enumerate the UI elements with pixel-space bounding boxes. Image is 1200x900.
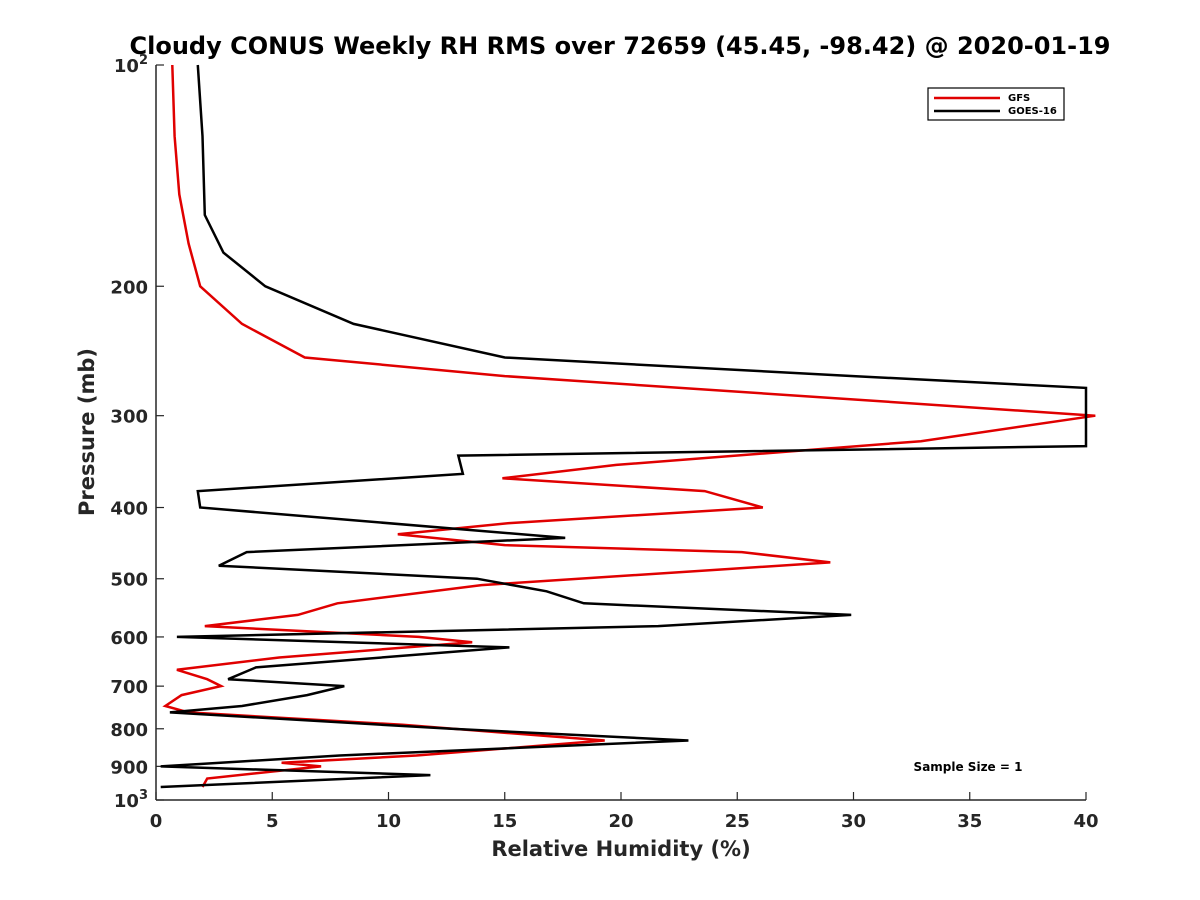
x-tick-label: 25	[725, 811, 750, 832]
y-axis-label: Pressure (mb)	[75, 348, 99, 516]
x-tick-label: 5	[266, 811, 279, 832]
x-tick-label: 40	[1073, 811, 1098, 832]
x-tick-label: 10	[376, 811, 401, 832]
y-tick-label: 700	[110, 677, 148, 698]
y-tick-label: 500	[110, 570, 148, 591]
series-line-gfs	[162, 64, 1096, 788]
y-tick-label: 300	[110, 407, 148, 428]
y-tick-label: 600	[110, 628, 148, 649]
plot-area: 0 5 10 15 20 25 30 35 40 102 200 300 400 500 600 700 80…	[110, 53, 1098, 832]
x-tick-label: 30	[841, 811, 866, 832]
series-layer	[160, 64, 1096, 789]
legend-label-gfs: GFS	[1008, 93, 1030, 104]
x-tick-label: 0	[150, 811, 163, 832]
y-tick-label: 200	[110, 277, 148, 298]
x-tick-label: 35	[957, 811, 982, 832]
y-tick-label: 900	[110, 757, 148, 778]
y-ticks: 102 200 300 400 500 600 700 800 900 103	[110, 53, 164, 812]
legend-label-goes16: GOES-16	[1008, 106, 1057, 117]
sample-size-annotation: Sample Size = 1	[914, 760, 1023, 774]
chart-title: Cloudy CONUS Weekly RH RMS over 72659 (4…	[130, 32, 1111, 60]
y-tick-label: 103	[114, 788, 148, 812]
legend: GFS GOES-16	[927, 87, 1065, 121]
x-tick-label: 20	[608, 811, 633, 832]
y-tick-label: 400	[110, 499, 148, 520]
y-tick-label: 102	[114, 53, 148, 77]
y-tick-label: 800	[110, 720, 148, 741]
x-tick-label: 15	[492, 811, 517, 832]
x-ticks: 0 5 10 15 20 25 30 35 40	[150, 792, 1099, 832]
x-axis-label: Relative Humidity (%)	[491, 837, 750, 861]
legend-box	[927, 87, 1065, 121]
series-line-goes16	[160, 64, 1088, 789]
